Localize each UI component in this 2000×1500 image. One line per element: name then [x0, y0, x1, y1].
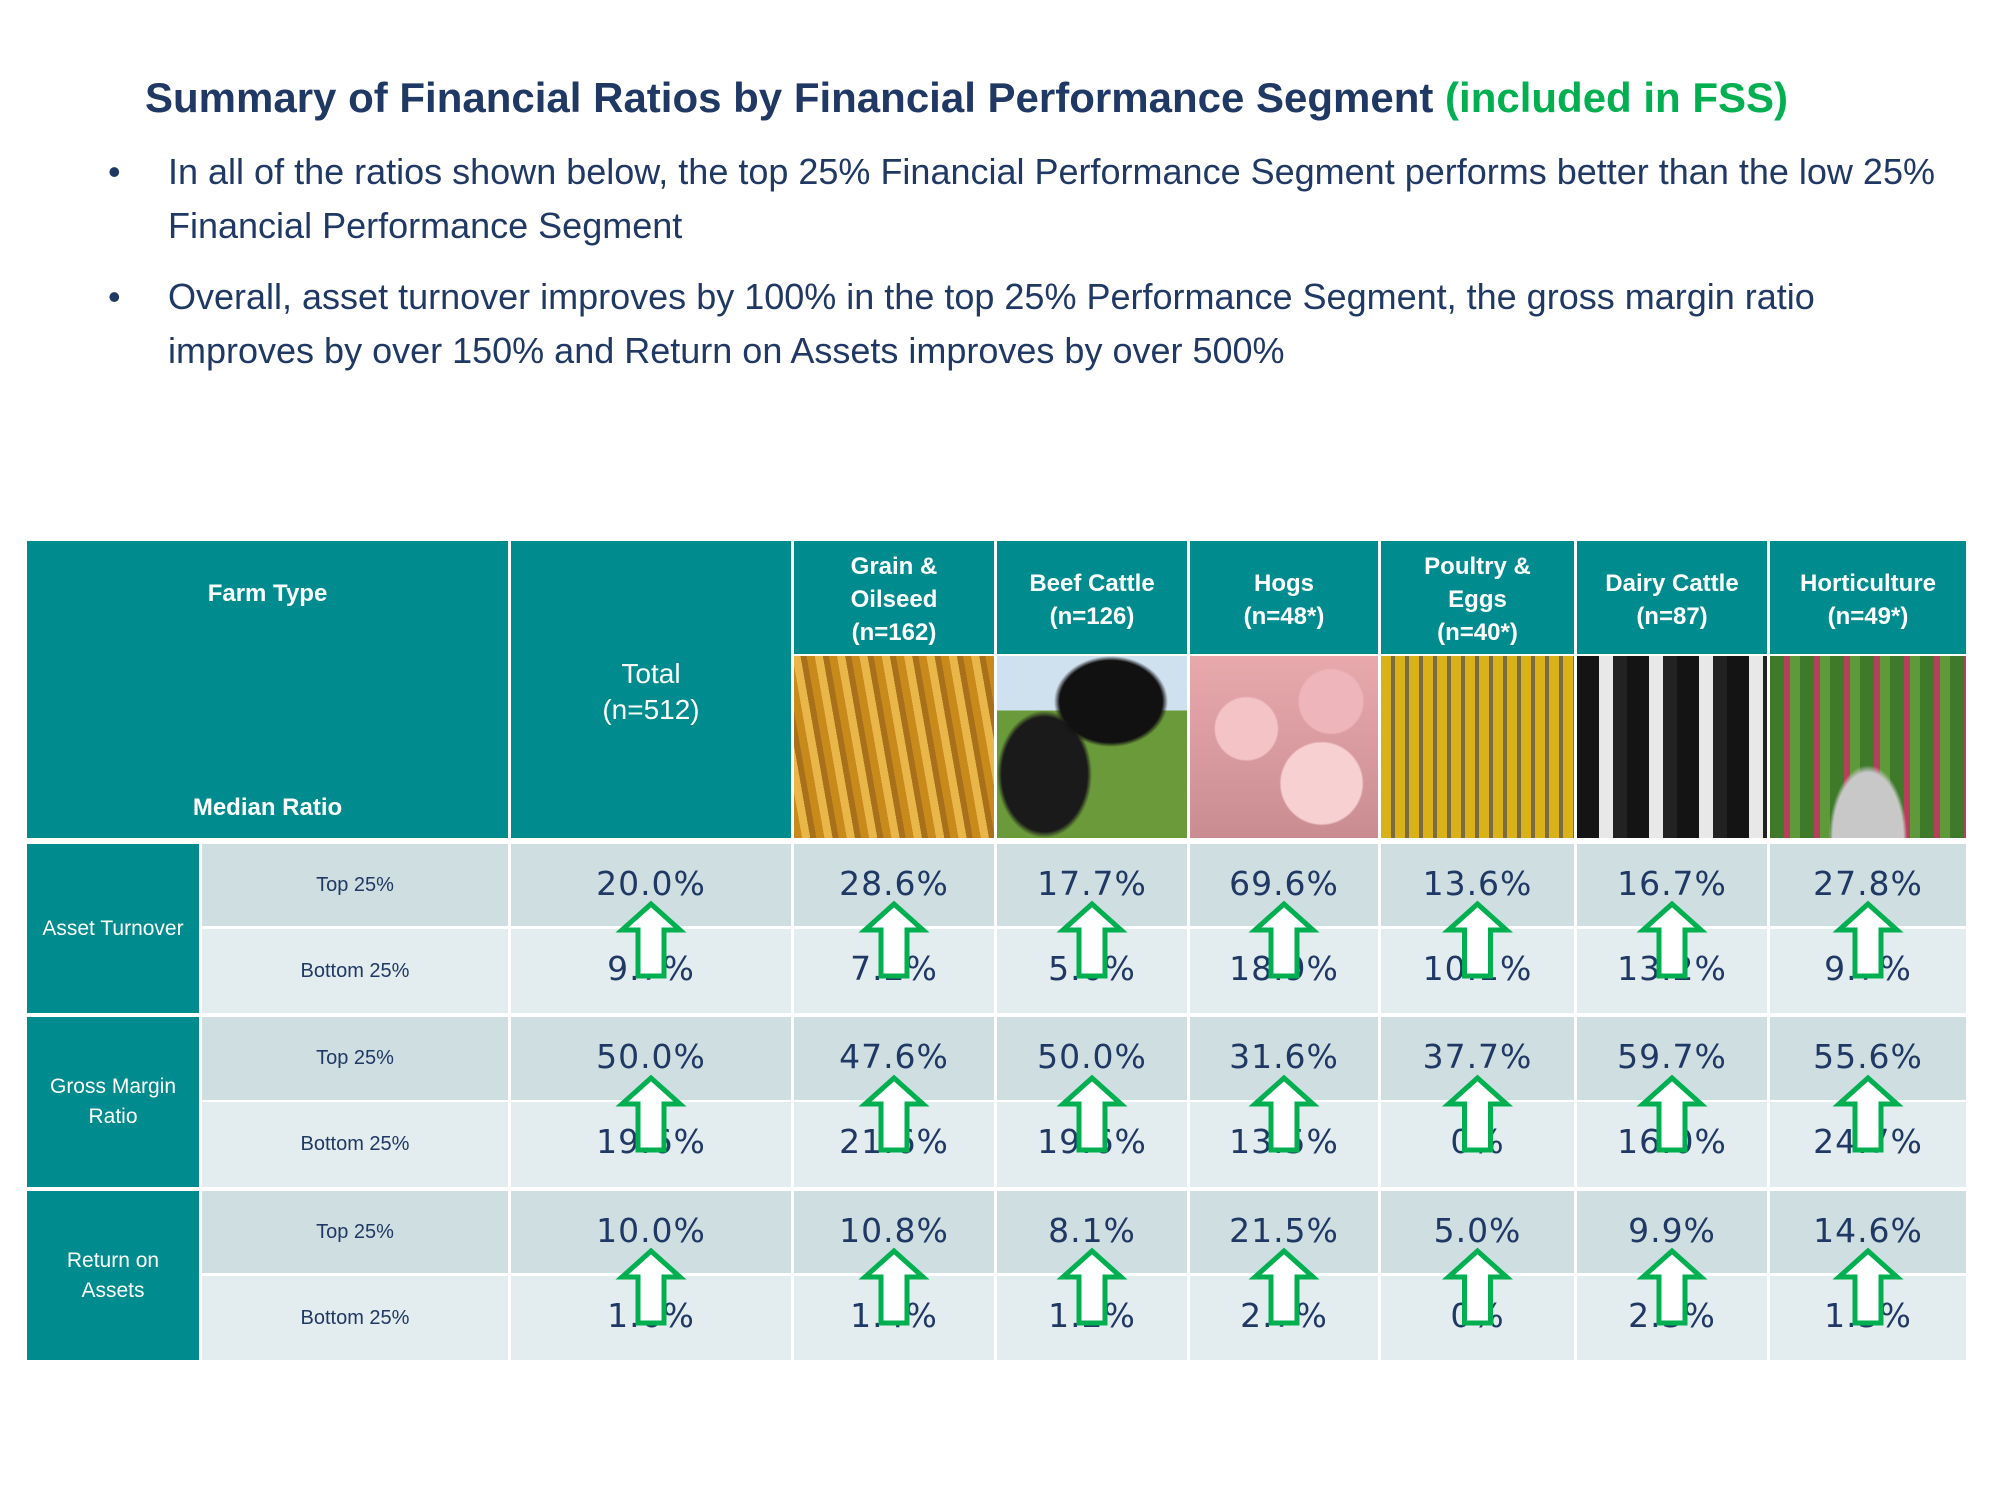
value-cell: 24.7% [1770, 1102, 1966, 1187]
value-cell: 13.2% [1577, 929, 1767, 1013]
column-n: (n=126) [1049, 602, 1135, 630]
column-name: Horticulture [1799, 569, 1936, 597]
photo [1770, 656, 1966, 838]
photo [1577, 656, 1767, 838]
value-cell: 8.1% [997, 1191, 1187, 1273]
column-header: Dairy Cattle (n=87) [1577, 541, 1767, 654]
value-cell: 5.0% [1381, 1191, 1574, 1273]
value-cell: 20.0% [511, 844, 791, 926]
value-cell: 1.2% [997, 1276, 1187, 1360]
value-cell: 9.9% [1577, 1191, 1767, 1273]
row-group-label: Asset Turnover [27, 844, 199, 1013]
value-cell: 69.6% [1190, 844, 1378, 926]
value-cell: 10.0% [511, 1191, 791, 1273]
bullet: In all of the ratios shown below, the to… [108, 145, 1968, 253]
photo [1190, 656, 1378, 838]
column-header: Grain & Oilseed (n=162) [794, 541, 994, 654]
value-cell: 2.7% [1190, 1276, 1378, 1360]
column-n: (n=40*) [1437, 619, 1518, 646]
value-cell: 50.0% [511, 1017, 791, 1100]
column-n: (n=48*) [1243, 602, 1325, 630]
value-cell: 14.6% [1770, 1191, 1966, 1273]
column-header: Hogs (n=48*) [1190, 541, 1378, 654]
value-cell: 27.8% [1770, 844, 1966, 926]
value-cell: 21.6% [794, 1102, 994, 1187]
column-header: Horticulture (n=49*) [1770, 541, 1966, 654]
column-name: Grain & Oilseed [850, 553, 938, 613]
row-label: Bottom 25% [202, 929, 508, 1013]
value-cell: 19.6% [511, 1102, 791, 1187]
value-cell: 1.3% [1770, 1276, 1966, 1360]
photo [794, 656, 994, 838]
column-name: Dairy Cattle [1605, 569, 1739, 597]
column-n: (n=49*) [1827, 602, 1909, 630]
title: Summary of Financial Ratios by Financial… [145, 74, 1788, 122]
value-cell: 59.7% [1577, 1017, 1767, 1100]
value-cell: 0% [1381, 1276, 1574, 1360]
value-cell: 18.9% [1190, 929, 1378, 1013]
value-cell: 55.6% [1770, 1017, 1966, 1100]
corner-header: Farm Type Median Ratio [27, 541, 508, 838]
value-cell: 10.8% [794, 1191, 994, 1273]
column-header: Total (n=512) [511, 541, 791, 838]
photo [997, 656, 1187, 838]
value-cell: 19.6% [997, 1102, 1187, 1187]
column-name: Hogs [1254, 569, 1314, 597]
value-cell: 10.1% [1381, 929, 1574, 1013]
bullet: Overall, asset turnover improves by 100%… [108, 270, 1968, 378]
value-cell: 31.6% [1190, 1017, 1378, 1100]
value-cell: 17.7% [997, 844, 1187, 926]
value-cell: 9.7% [1770, 929, 1966, 1013]
corner-label: Farm Type [207, 580, 328, 607]
row-group-label: Gross Margin Ratio [27, 1017, 199, 1187]
column-name: Total [621, 657, 681, 689]
value-cell: 21.5% [1190, 1191, 1378, 1273]
value-cell: 2.3% [1577, 1276, 1767, 1360]
column-name: Beef Cattle [1029, 569, 1155, 597]
title-text: Summary of Financial Ratios by Financial… [145, 74, 1434, 121]
value-cell: 9.7% [511, 929, 791, 1013]
column-header: Beef Cattle (n=126) [997, 541, 1187, 654]
column-n: (n=87) [1636, 602, 1708, 630]
value-cell: 47.6% [794, 1017, 994, 1100]
value-cell: 16.0% [1577, 1102, 1767, 1187]
title-note: (included in FSS) [1445, 74, 1789, 121]
value-cell: 0% [1381, 1102, 1574, 1187]
row-group-label: Return on Assets [27, 1191, 199, 1360]
column-n: (n=162) [851, 619, 937, 646]
corner-label: Median Ratio [192, 794, 343, 821]
value-cell: 37.7% [1381, 1017, 1574, 1100]
column-header: Poultry & Eggs (n=40*) [1381, 541, 1574, 654]
value-cell: 50.0% [997, 1017, 1187, 1100]
value-cell: 1.4% [794, 1276, 994, 1360]
value-cell: 16.7% [1577, 844, 1767, 926]
row-label: Bottom 25% [202, 1102, 508, 1187]
photo [1381, 656, 1574, 838]
value-cell: 28.6% [794, 844, 994, 926]
value-cell: 13.6% [1381, 844, 1574, 926]
column-n: (n=512) [602, 693, 700, 725]
column-name: Poultry & Eggs [1424, 553, 1531, 613]
value-cell: 7.2% [794, 929, 994, 1013]
row-label: Top 25% [202, 844, 508, 926]
row-label: Top 25% [202, 1017, 508, 1100]
value-cell: 13.5% [1190, 1102, 1378, 1187]
value-cell: 5.6% [997, 929, 1187, 1013]
value-cell: 1.6% [511, 1276, 791, 1360]
row-label: Top 25% [202, 1191, 508, 1273]
row-label: Bottom 25% [202, 1276, 508, 1360]
